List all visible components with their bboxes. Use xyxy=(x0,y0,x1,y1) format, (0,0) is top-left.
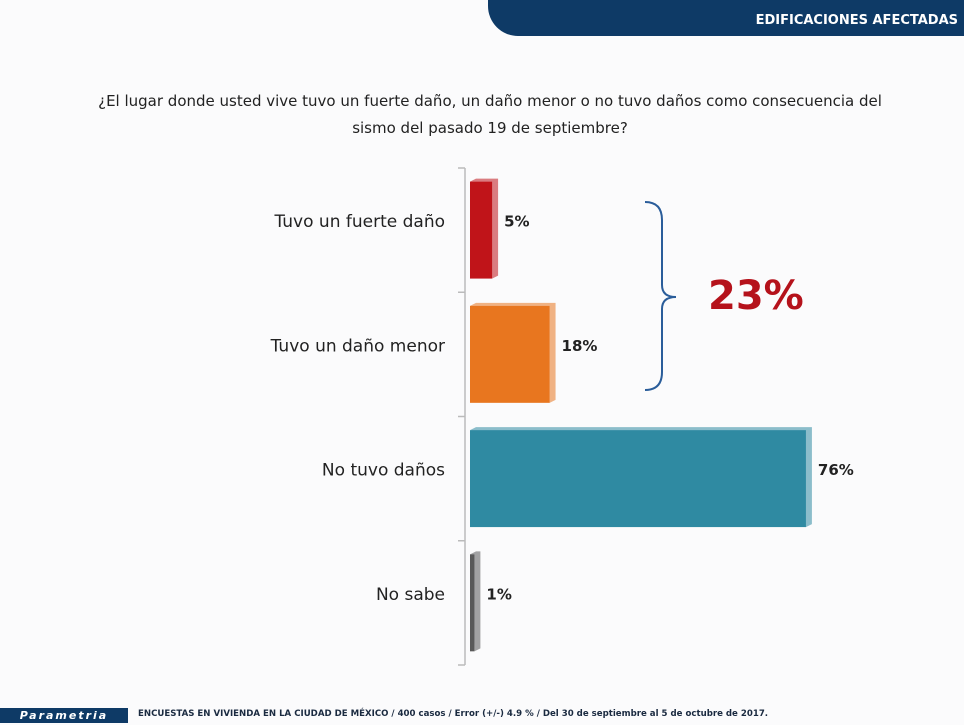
bar xyxy=(470,305,550,403)
bracket-total: 23% xyxy=(708,273,804,319)
chart-title: ¿El lugar donde usted vive tuvo un fuert… xyxy=(98,92,882,137)
category-label: Tuvo un daño menor xyxy=(270,336,445,356)
value-label: 18% xyxy=(562,337,598,355)
value-label: 76% xyxy=(818,461,854,479)
bar xyxy=(470,554,475,652)
bracket xyxy=(644,201,677,391)
category-label: Tuvo un fuerte daño xyxy=(273,212,445,232)
footer-note: ENCUESTAS EN VIVIENDA EN LA CIUDAD DE MÉ… xyxy=(138,709,769,719)
bar xyxy=(470,430,806,528)
category-label: No sabe xyxy=(376,585,445,605)
value-label: 5% xyxy=(504,213,529,231)
section-header: EDIFICACIONES AFECTADAS xyxy=(488,0,964,36)
category-label: No tuvo daños xyxy=(322,461,445,481)
value-label: 1% xyxy=(486,585,511,603)
bar xyxy=(470,181,493,279)
brand-logo: Parametria xyxy=(0,708,128,723)
